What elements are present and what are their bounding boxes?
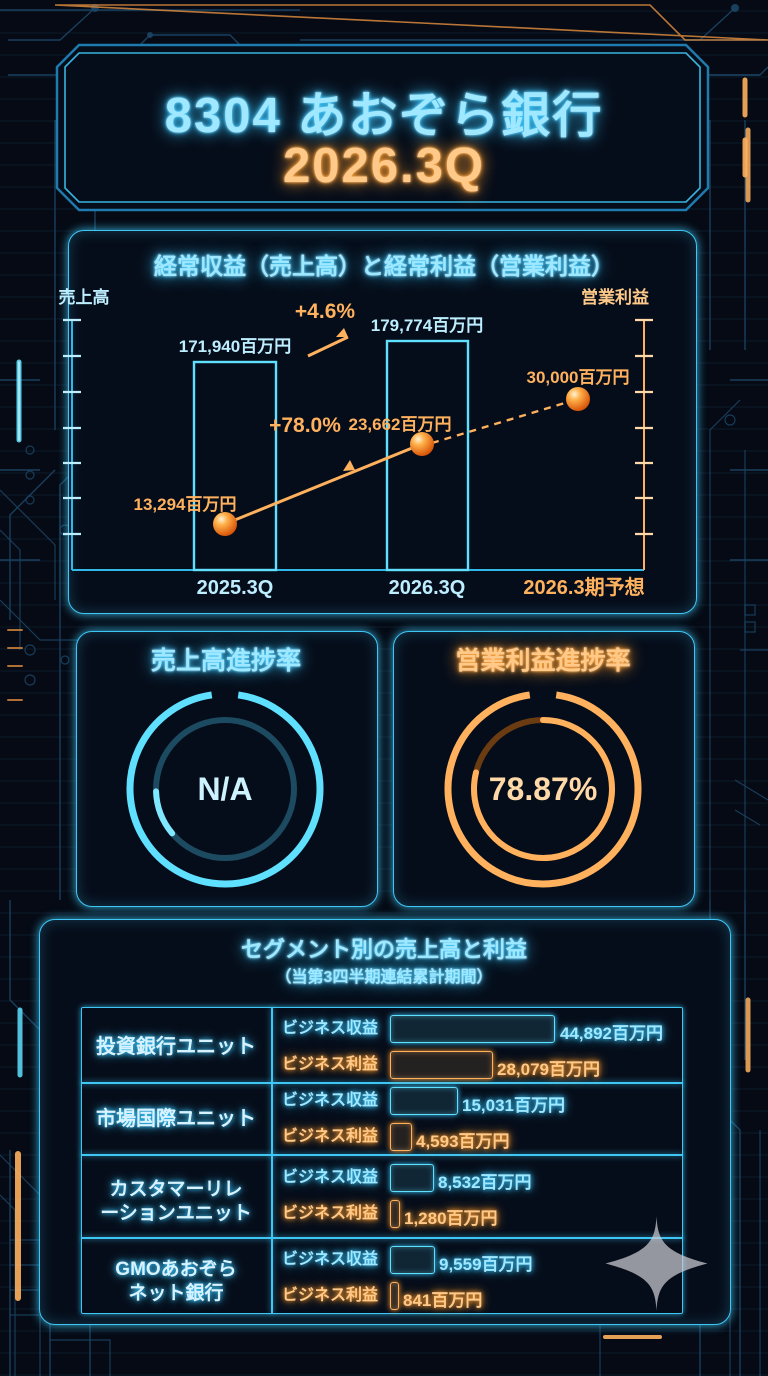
svg-text:N/A: N/A (197, 771, 252, 807)
svg-text:78.87%: 78.87% (489, 771, 598, 807)
